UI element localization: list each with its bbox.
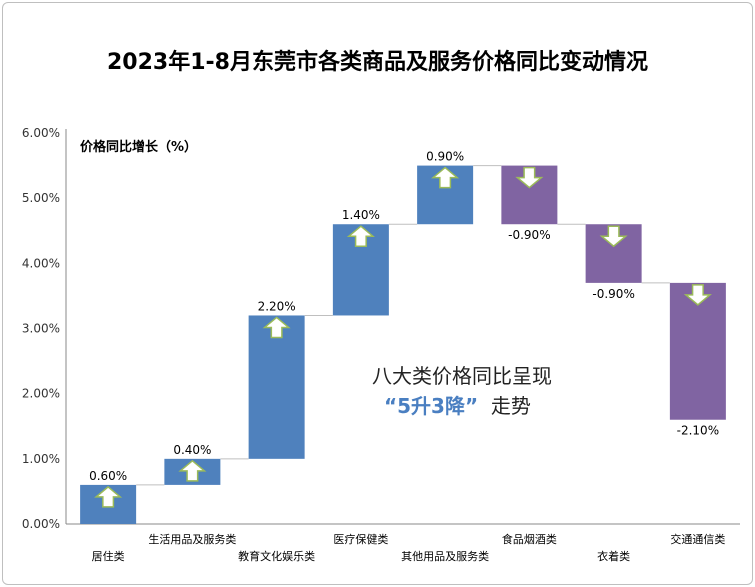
annotation-line2: “5升3降” 走势: [384, 390, 531, 419]
x-category-label: 衣着类: [597, 549, 630, 563]
annotation-line1: 八大类价格同比呈现: [372, 364, 552, 388]
x-category-label: 生活用品及服务类: [148, 532, 236, 546]
arrow-up-icon: [94, 485, 123, 508]
y-tick-label: 2.00%: [22, 387, 60, 401]
y-tick-label: 5.00%: [22, 191, 60, 205]
data-label: 0.60%: [89, 469, 127, 483]
data-label: 0.90%: [426, 150, 464, 164]
data-label: 1.40%: [342, 208, 380, 222]
arrow-down-icon: [515, 166, 544, 189]
data-label: -2.10%: [677, 424, 719, 438]
x-category-label: 居住类: [92, 549, 125, 563]
arrow-down-icon: [683, 284, 712, 306]
arrow-up-icon: [262, 316, 291, 339]
y-tick-label: 6.00%: [22, 126, 60, 140]
y-tick-label: 1.00%: [22, 452, 60, 466]
arrow-down-icon: [599, 225, 628, 248]
annotation-tail: 走势: [490, 394, 531, 418]
x-category-label: 教育文化娱乐类: [238, 549, 315, 563]
chart-title: 2023年1-8月东莞市各类商品及服务价格同比变动情况: [107, 50, 648, 75]
arrow-up-icon: [431, 166, 460, 189]
bar: [248, 315, 305, 459]
annotation-highlight: “5升3降”: [384, 394, 479, 418]
x-category-label: 其他用品及服务类: [401, 549, 489, 563]
x-category-label: 交通通信类: [670, 532, 725, 546]
arrow-up-icon: [346, 225, 375, 247]
data-label: -0.90%: [508, 228, 550, 242]
data-label: 0.40%: [173, 443, 211, 457]
y-tick-label: 0.00%: [22, 517, 60, 531]
data-label: 2.20%: [258, 299, 296, 313]
y-axis-label: 价格同比增长（%）: [80, 140, 198, 155]
y-tick-label: 4.00%: [22, 256, 60, 270]
data-label: -0.90%: [592, 287, 634, 301]
y-tick-label: 3.00%: [22, 322, 60, 336]
x-category-label: 食品烟酒类: [502, 532, 557, 546]
arrow-up-icon: [178, 459, 207, 482]
x-category-label: 医疗保健类: [333, 532, 388, 546]
